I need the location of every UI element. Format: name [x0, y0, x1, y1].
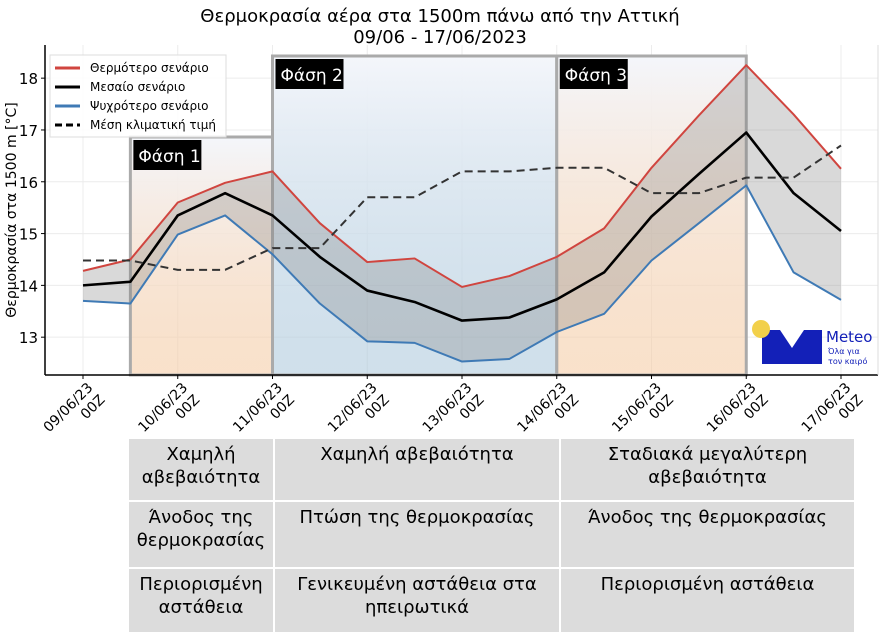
chart-title: Θερμοκρασία αέρα στα 1500m πάνω από την …: [200, 6, 680, 27]
table-cell: Περιορισμένη αστάθεια: [127, 567, 275, 634]
table-row: Περιορισμένη αστάθεια Γενικευμένη αστάθε…: [127, 567, 856, 634]
y-tick-label: 14: [19, 277, 38, 295]
x-tick-label: 14/06/2300Z: [514, 380, 582, 438]
logo-tagline-1: Όλα για: [827, 346, 860, 356]
table-cell: Πτώση της θερμοκρασίας: [273, 500, 561, 569]
y-tick-label: 18: [19, 70, 38, 88]
table-cell: Σταδιακά μεγαλύτερη αβεβαιότητα: [559, 437, 856, 502]
phase-label-bg: [133, 140, 202, 170]
phase-summary-table: Χαμηλή αβεβαιότητα Χαμηλή αβεβαιότητα Στ…: [127, 437, 856, 634]
meteo-logo: Meteo Όλα για τον καιρό: [752, 320, 872, 366]
sun-icon: [752, 320, 770, 338]
x-tick-label: 10/06/2300Z: [135, 380, 203, 438]
x-tick-label: 15/06/2300Z: [609, 380, 677, 438]
series-line-2: [82, 184, 842, 363]
phase-label-text: Φάση 3: [565, 66, 627, 86]
table-cell: Γενικευμένη αστάθεια στα ηπειρωτικά: [273, 567, 561, 634]
table-row: Άνοδος της θερμοκρασίας Πτώση της θερμοκ…: [127, 500, 856, 569]
x-tick-label: 16/06/2300Z: [704, 380, 772, 438]
table-cell: Άνοδος της θερμοκρασίας: [559, 500, 856, 569]
phase-label-bg: [559, 59, 628, 89]
table-cell: Άνοδος της θερμοκρασίας: [127, 500, 275, 569]
x-tick-label: 17/06/2300Z: [799, 380, 867, 438]
phase-label-bg: [275, 59, 344, 89]
phase-label: Φάση 1: [133, 140, 202, 170]
series-line-1: [82, 131, 842, 322]
series-line-0: [82, 64, 842, 288]
line-chart: Φάση 1 Φάση 2 Φάση 3 13 14 15 16 17 18 09/06/2300…: [4, 45, 879, 438]
legend: Θερμότερο σενάριο Μεσαίο σενάριο Ψυχρότερο…: [49, 54, 227, 138]
table-cell: Χαμηλή αβεβαιότητα: [127, 437, 275, 502]
phase-label-text: Φάση 2: [281, 66, 343, 86]
table-row: Χαμηλή αβεβαιότητα Χαμηλή αβεβαιότητα Στ…: [127, 437, 856, 502]
phase-label: Φάση 2: [275, 59, 344, 89]
x-tick-label: 12/06/2300Z: [325, 380, 393, 438]
x-tick-label: 11/06/2300Z: [230, 380, 298, 438]
y-tick-label: 17: [19, 122, 38, 140]
y-tick-label: 15: [19, 226, 38, 244]
table-cell: Περιορισμένη αστάθεια: [559, 567, 856, 634]
logo-name: Meteo: [826, 328, 872, 346]
x-tick-label: 13/06/2300Z: [420, 380, 488, 438]
logo-tagline-2: τον καιρό: [828, 356, 867, 366]
uncertainty-band: [83, 65, 841, 362]
legend-label: Ψυχρότερο σενάριο: [90, 99, 209, 113]
x-tick-label: 09/06/2300Z: [41, 380, 109, 438]
legend-label: Μεσαίο σενάριο: [90, 80, 185, 94]
legend-label: Μέση κλιματική τιμή: [90, 118, 216, 132]
table-cell: Χαμηλή αβεβαιότητα: [273, 437, 561, 502]
y-tick-label: 16: [19, 174, 38, 192]
y-axis-label: Θερμοκρασία στα 1500 m [°C]: [4, 102, 20, 317]
phase-label-text: Φάση 1: [138, 147, 200, 167]
y-tick-label: 13: [19, 329, 38, 347]
legend-label: Θερμότερο σενάριο: [90, 61, 209, 75]
chart-subtitle: 09/06 - 17/06/2023: [353, 27, 527, 48]
phase-label: Φάση 3: [559, 59, 628, 89]
